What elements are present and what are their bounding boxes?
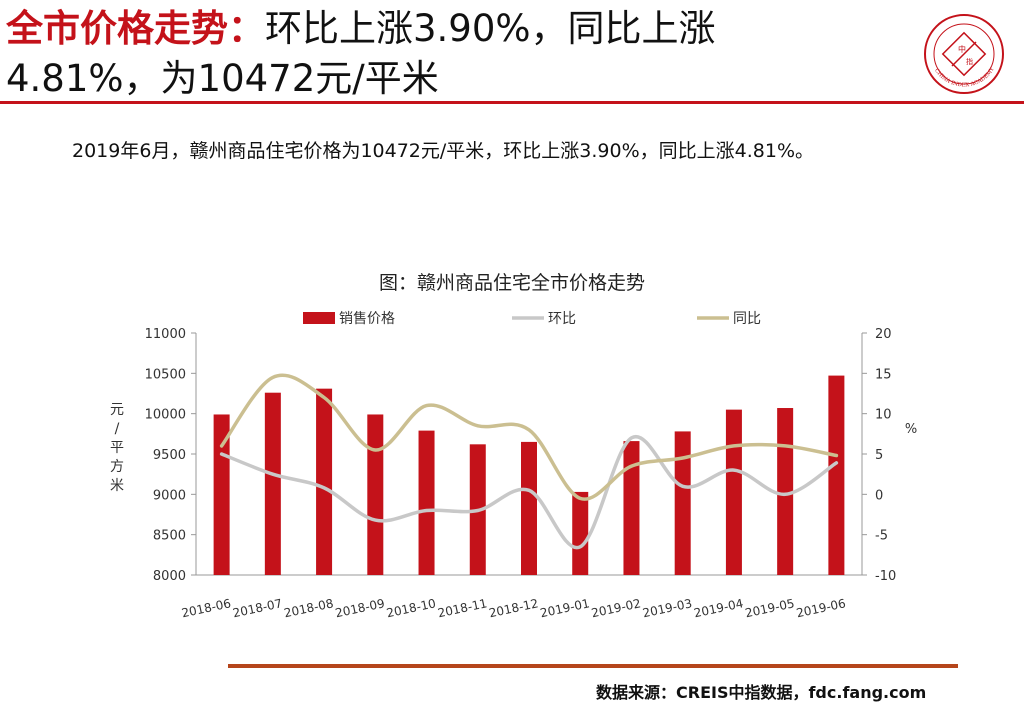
price-bar (777, 408, 794, 575)
left-axis-tick-label: 9500 (153, 448, 186, 463)
svg-text:中: 中 (958, 44, 966, 54)
title-text-line2: 4.81%，为10472元/平米 (6, 57, 439, 100)
left-axis-label-char: 元 (110, 402, 124, 418)
x-axis-tick-label: 2019-06 (795, 596, 847, 620)
left-axis-tick-label: 10500 (145, 367, 186, 382)
left-axis-tick-label: 8000 (153, 569, 186, 584)
x-axis-tick-label: 2018-08 (283, 596, 335, 620)
data-source: 数据来源：CREIS中指数据，fdc.fang.com (596, 683, 927, 702)
x-axis-tick-label: 2019-04 (693, 596, 745, 620)
svg-text:指: 指 (966, 57, 973, 66)
x-axis-tick-label: 2018-07 (232, 596, 284, 620)
right-axis-tick-label: -10 (875, 569, 896, 584)
left-axis-tick-label: 9000 (153, 488, 186, 503)
price-bar (828, 375, 845, 575)
china-index-academy-seal-icon: 中 指 CHINA INDEX ACADEMY (924, 14, 1004, 94)
title-divider (0, 101, 1024, 104)
title-highlight: 全市价格走势： (6, 7, 265, 50)
x-axis-tick-label: 2018-09 (334, 596, 386, 620)
x-axis-tick-label: 2018-11 (436, 596, 488, 620)
price-bar (725, 409, 742, 575)
footer-divider (228, 664, 958, 668)
price-bar (316, 388, 333, 575)
summary-text: 2019年6月，赣州商品住宅价格为10472元/平米，环比上涨3.90%，同比上… (72, 140, 815, 162)
price-bar (623, 441, 640, 575)
price-bar (521, 441, 537, 575)
legend-swatch-price (303, 312, 335, 324)
left-axis-tick-label: 11000 (145, 327, 186, 342)
legend-label: 销售价格 (339, 311, 395, 327)
left-axis-label-char: 方 (110, 459, 124, 475)
price-bar (264, 392, 281, 575)
price-bar (572, 491, 589, 575)
left-axis-label-char: 平 (110, 440, 124, 456)
x-axis-tick-label: 2018-12 (488, 596, 540, 620)
slide-title: 全市价格走势：环比上涨3.90%，同比上涨 4.81%，为10472元/平米 (6, 4, 906, 104)
left-axis-label-char: / (115, 421, 120, 437)
left-axis-tick-label: 8500 (153, 529, 186, 544)
x-axis-tick-label: 2019-02 (590, 596, 642, 620)
price-bar (418, 430, 435, 575)
x-axis-tick-label: 2019-03 (641, 596, 693, 620)
legend-label: 环比 (548, 311, 576, 327)
title-text: 环比上涨3.90%，同比上涨 (265, 7, 716, 50)
right-axis-tick-label: 10 (875, 408, 892, 423)
right-axis-tick-label: 0 (875, 488, 883, 503)
price-bar (674, 431, 691, 575)
left-axis-label-char: 米 (110, 478, 124, 494)
right-axis-label: % (905, 422, 917, 437)
right-axis-tick-label: -5 (875, 529, 888, 544)
right-axis-tick-label: 15 (875, 367, 892, 382)
x-axis-tick-label: 2018-10 (385, 596, 437, 620)
chart-title: 图：赣州商品住宅全市价格走势 (378, 272, 645, 294)
x-axis-tick-label: 2018-06 (180, 596, 232, 620)
price-bar (367, 414, 384, 575)
legend-label: 同比 (733, 311, 761, 327)
x-axis-tick-label: 2019-05 (744, 596, 796, 620)
left-axis-tick-label: 10000 (145, 408, 186, 423)
right-axis-tick-label: 5 (875, 448, 883, 463)
mom-line (219, 434, 839, 550)
right-axis-tick-label: 20 (875, 327, 892, 342)
x-axis-tick-label: 2019-01 (539, 596, 591, 620)
